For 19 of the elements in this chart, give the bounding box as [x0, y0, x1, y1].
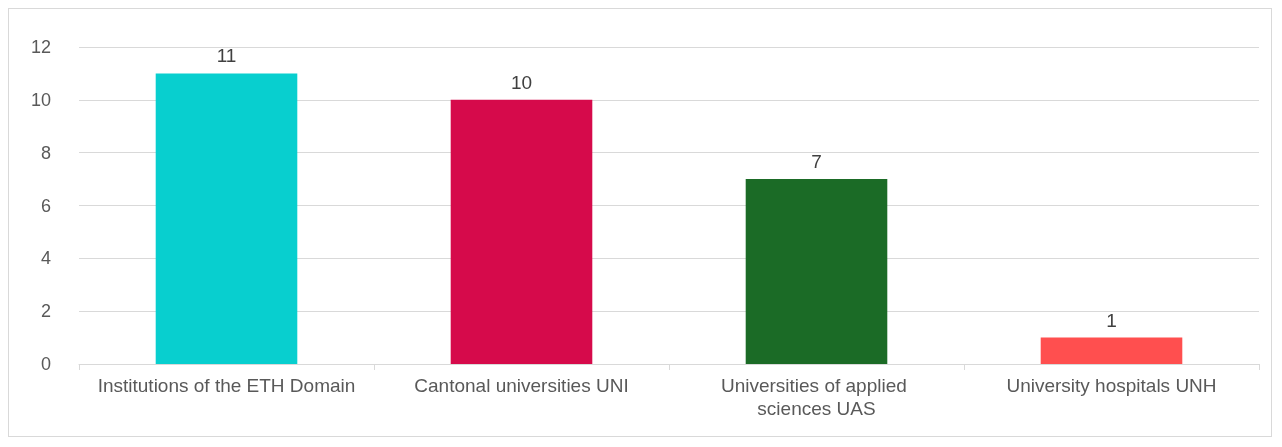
x-tick-label: University hospitals UNH	[1006, 375, 1217, 396]
y-tick-label: 4	[40, 248, 51, 269]
y-tick-label: 12	[30, 37, 51, 57]
x-tick-label: Cantonal universities UNI	[414, 375, 629, 396]
x-tick-label: Universities of applied sciences UAS	[720, 375, 913, 419]
y-tick-label: 8	[40, 142, 51, 163]
y-tick-label: 0	[40, 354, 51, 374]
data-label: 10	[510, 71, 533, 93]
y-tick-label: 10	[30, 89, 51, 110]
x-tick-label: Institutions of the ETH Domain	[97, 375, 356, 396]
bar	[450, 99, 593, 364]
bar	[745, 179, 888, 364]
data-label: 1	[1106, 309, 1117, 331]
y-tick-label: 6	[40, 195, 51, 216]
data-label: 7	[811, 151, 822, 173]
y-tick-label: 2	[40, 301, 51, 322]
bar	[155, 73, 298, 364]
bar	[1040, 337, 1183, 364]
data-label: 11	[216, 45, 237, 67]
